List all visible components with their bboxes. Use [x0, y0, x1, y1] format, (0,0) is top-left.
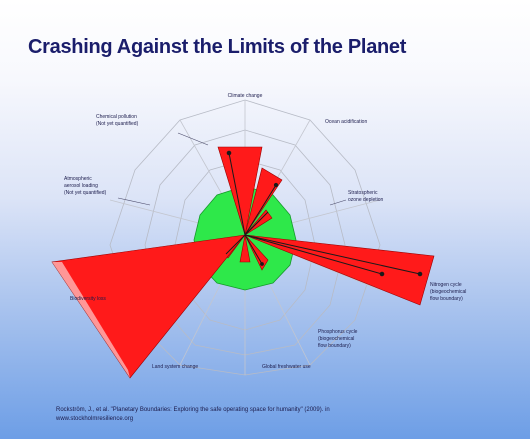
label-nitrogen-line2: (biogeochemical [430, 289, 466, 295]
label-ozone-line2: ozone depletion [348, 197, 384, 203]
label-aerosol-line3: (Not yet quantified) [64, 190, 107, 196]
marker-dot [417, 271, 423, 277]
marker-dot [273, 182, 279, 188]
exceedance-wedges [51, 146, 435, 379]
label-aerosol-line1: Atmospheric [64, 176, 92, 182]
citation-line-1: Rockström, J., et al. "Planetary Boundar… [56, 407, 330, 413]
label-aerosol-line2: aerosol loading [64, 183, 98, 189]
label-phosphorus-line2: (biogeochemical [318, 336, 354, 342]
biodiversity-loss-wedge [51, 234, 246, 379]
label-freshwater-use: Global freshwater use [262, 364, 311, 370]
label-phosphorus-cycle: Phosphorus cycle (biogeochemical flow bo… [318, 329, 359, 349]
label-ozone-depletion: Stratospheric ozone depletion [348, 190, 384, 203]
boundary-labels: Climate change Ocean acidification Strat… [64, 93, 468, 370]
marker-dot [226, 150, 232, 156]
marker-dot [379, 271, 385, 277]
phosphorus-cycle-wedge [244, 234, 269, 271]
climate-change-wedge [217, 146, 263, 236]
citation-line-2: www.stockholmresilience.org [56, 416, 134, 422]
freshwater-wedge [239, 234, 251, 263]
label-nitrogen-cycle: Nitrogen cycle (biogeochemical flow boun… [430, 282, 468, 302]
label-ozone-line1: Stratospheric [348, 190, 378, 196]
label-land-system-change: Land system change [152, 364, 198, 370]
label-climate-change: Climate change [228, 93, 263, 99]
label-nitrogen-line1: Nitrogen cycle [430, 282, 462, 288]
label-chemical-line2: (Not yet quantified) [96, 121, 139, 127]
label-nitrogen-line3: flow boundary) [430, 296, 463, 302]
slide-title: Crashing Against the Limits of the Plane… [28, 36, 407, 58]
label-phosphorus-line1: Phosphorus cycle [318, 329, 358, 335]
biodiversity-wedge-highlight [52, 262, 130, 378]
citation: Rockström, J., et al. "Planetary Boundar… [56, 406, 516, 424]
label-phosphorus-line3: flow boundary) [318, 343, 351, 349]
label-ocean-acidification: Ocean acidification [325, 119, 367, 125]
label-biodiversity-loss: Biodiversity loss [70, 296, 106, 302]
ocean-acidification-wedge [244, 167, 283, 236]
label-chemical-pollution: Chemical pollution (Not yet quantified) [96, 114, 139, 127]
indicator-markers [225, 150, 423, 277]
marker-dot [260, 262, 264, 266]
label-chemical-line1: Chemical pollution [96, 114, 137, 120]
label-aerosol-loading: Atmospheric aerosol loading (Not yet qua… [64, 176, 107, 196]
leader-lines [117, 132, 347, 206]
nitrogen-cycle-wedge [244, 234, 435, 306]
